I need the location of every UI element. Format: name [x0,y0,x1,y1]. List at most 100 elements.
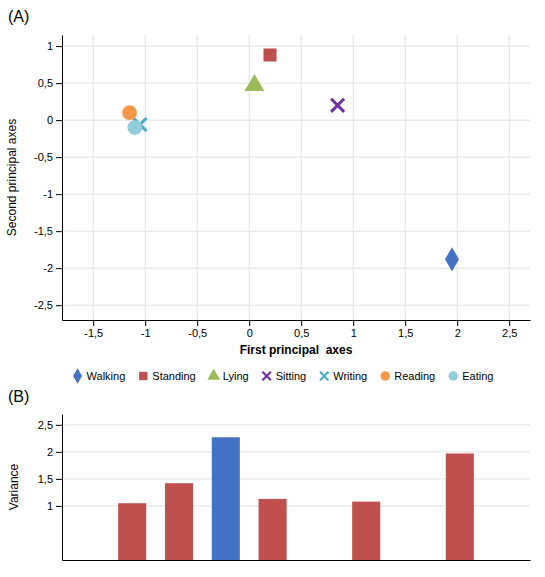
grid-line [509,35,510,320]
grid-line [93,35,94,320]
grid-line [62,424,530,425]
tick: -1,5 [84,320,103,339]
legend-marker [381,371,390,380]
bar [352,502,380,560]
tick: 0,5 [294,320,309,339]
legend-item: Reading [381,370,436,382]
tick-label: 2 [455,327,461,339]
tick-label: 2 [47,446,53,458]
grid-line [62,83,530,84]
tick-label: -1 [43,188,53,200]
point [445,247,459,271]
tick: 2 [47,446,62,458]
tick: -1 [43,188,62,200]
tick-label: 2,5 [502,327,517,339]
tick-mark [353,320,354,326]
legend-marker [262,372,270,380]
point [263,48,276,61]
tick: 1 [351,320,357,339]
legend-item: Sitting [262,370,306,382]
tick-mark [405,320,406,326]
legend: Walking Standing Lying Sitting Writing Readin… [73,368,493,384]
grid-line [145,35,146,320]
grid-line [62,46,530,47]
tick: 2,5 [502,320,517,339]
y-axis: 11,522,5 [38,415,63,561]
tick: -1,5 [34,225,62,237]
tick-mark [249,320,250,326]
tick: 1 [47,40,62,52]
y-axis-title: Variance [7,463,21,510]
tick-label: -0,5 [188,327,207,339]
axis-line [62,415,63,561]
tick-mark [56,452,62,453]
points [122,48,459,271]
tick-label: 0,5 [38,77,53,89]
grid-line [301,35,302,320]
legend-label: Walking [87,370,126,382]
y-axis-title: Second principal axes [5,119,19,236]
tick-label: 1 [47,500,53,512]
tick-mark [56,231,62,232]
legend-marker [139,372,147,380]
x-axis: -1,5 -1 -0,5 0 0,5 1 1,5 2 2,5 [63,320,531,339]
tick-mark [56,425,62,426]
tick-mark [197,320,198,326]
bar [305,560,333,561]
grid-line [353,35,354,320]
panel-label: (A) [8,8,29,25]
legend-item: Writing [320,370,367,382]
legend-item: Eating [448,370,493,382]
tick: -0,5 [34,151,62,163]
x-axis [63,560,531,561]
tick: 1,5 [38,473,62,485]
legend-item: Lying [207,369,248,382]
tick-label: -1 [141,327,151,339]
bars [118,437,474,560]
grid-line [62,120,530,121]
tick-mark [457,320,458,326]
x-axis-title: First principal axes [240,343,353,357]
tick-mark [56,46,62,47]
tick-label: 0 [247,327,253,339]
tick: 0 [47,114,62,126]
legend-item: Standing [139,370,196,382]
tick-label: 0 [47,114,53,126]
tick-label: -2,5 [34,299,53,311]
bar [399,560,427,561]
legend-label: Sitting [276,370,307,382]
legend-label: Eating [462,370,493,382]
axis-line [63,320,531,321]
tick-mark [56,157,62,158]
grid-line [457,35,458,320]
tick: -0,5 [188,320,207,339]
panel-label: (B) [8,388,29,405]
tick: 1,5 [398,320,413,339]
grid-line [62,231,530,232]
tick-mark [145,320,146,326]
point [331,99,344,112]
grid-line [62,305,530,306]
point [122,105,137,120]
bar [259,499,287,560]
bar [118,503,146,560]
tick-label: -1,5 [84,327,103,339]
tick-mark [56,479,62,480]
legend-label: Reading [394,370,435,382]
chart-root: -1,5 -1 -0,5 0 0,5 1 1,5 2 2,5 -2,5 -2 -1,5 -1 -0,5 0 0… [0,0,545,577]
point [244,74,264,91]
tick-label: 1,5 [398,327,413,339]
legend-label: Lying [223,370,249,382]
tick: 1 [47,500,62,512]
tick: 0,5 [38,77,62,89]
legend-marker [73,368,82,384]
tick-label: -2 [43,262,53,274]
tick-mark [56,268,62,269]
bar [71,560,99,561]
legend-item: Walking [73,368,125,384]
tick-label: 1 [351,327,357,339]
grid-line [405,35,406,320]
point [127,120,142,135]
tick-mark [509,320,510,326]
tick-label: -0,5 [34,151,53,163]
